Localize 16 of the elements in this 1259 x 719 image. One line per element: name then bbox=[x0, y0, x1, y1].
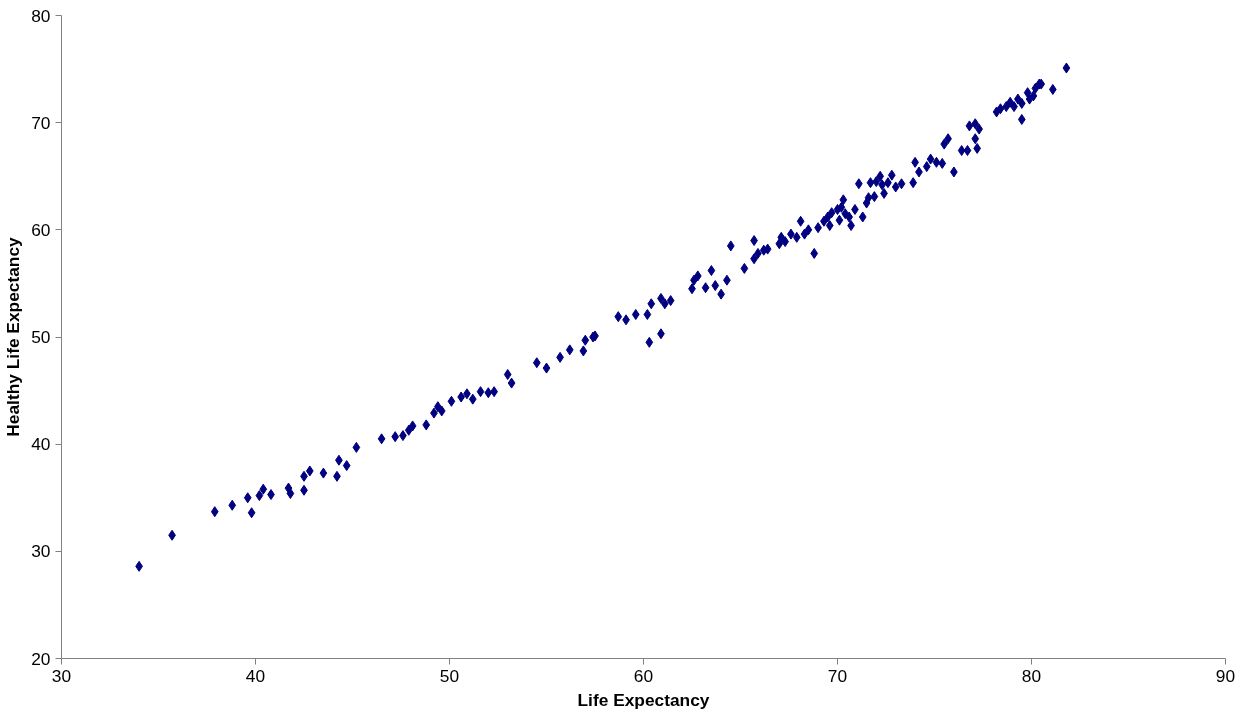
y-tick-label: 70 bbox=[31, 112, 51, 133]
x-tick-label: 70 bbox=[827, 665, 848, 686]
y-tick-label: 60 bbox=[31, 219, 51, 240]
x-axis-title: Life Expectancy bbox=[577, 689, 710, 710]
y-tick-label: 50 bbox=[31, 327, 51, 347]
y-tick-label: 40 bbox=[31, 434, 51, 455]
x-tick-label: 30 bbox=[51, 665, 72, 686]
x-tick-label: 80 bbox=[1021, 665, 1042, 686]
y-axis-title: Healthy Life Expectancy bbox=[3, 236, 24, 437]
x-tick-label: 90 bbox=[1215, 665, 1236, 686]
y-tick-label: 80 bbox=[31, 5, 51, 26]
y-tick-label: 20 bbox=[31, 648, 51, 669]
x-tick-label: 60 bbox=[633, 665, 654, 686]
x-tick-label: 50 bbox=[439, 665, 460, 686]
x-tick-label: 40 bbox=[245, 665, 266, 686]
y-tick-label: 30 bbox=[31, 541, 51, 562]
